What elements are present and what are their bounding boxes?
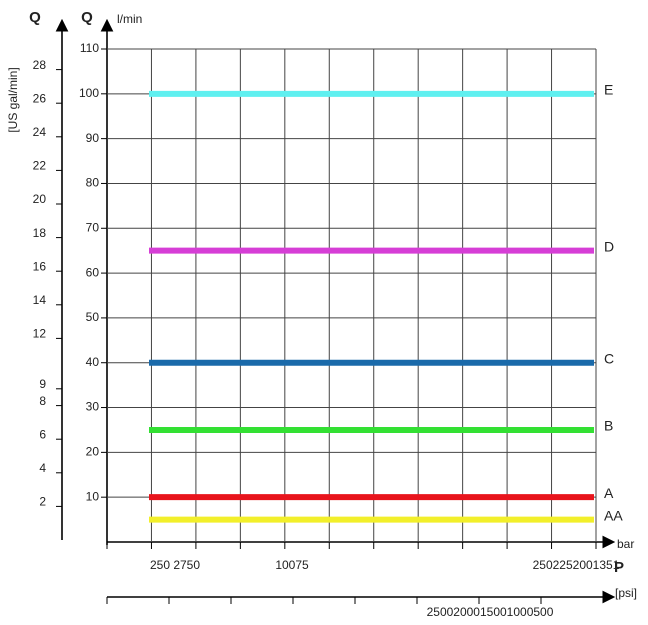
y2-tick-label: 22: [33, 159, 47, 173]
y2-tick-label: 16: [33, 259, 47, 273]
y2-tick-label: 8: [39, 394, 46, 408]
y2-tick-label: 20: [33, 192, 47, 206]
y2-tick-label: 6: [39, 427, 46, 441]
x-symbol: P: [614, 559, 624, 576]
y2-symbol: Q: [29, 9, 41, 26]
y-tick-label: 70: [86, 220, 100, 234]
y-symbol: Q: [81, 9, 93, 26]
y2-tick-label: 4: [39, 461, 46, 475]
y-tick-label: 50: [86, 310, 100, 324]
x-tick-label: 250 2750: [150, 558, 200, 572]
y2-tick-label: 24: [33, 125, 47, 139]
y2-tick-label: 9: [39, 377, 46, 391]
y-tick-label: 30: [86, 400, 100, 414]
y-unit: l/min: [117, 12, 142, 26]
y-tick-label: 100: [79, 86, 99, 100]
series-label: E: [604, 82, 613, 98]
y-tick-label: 90: [86, 131, 100, 145]
y2-tick-label: 12: [33, 327, 47, 341]
y-tick-label: 10: [86, 489, 100, 503]
y2-tick-label: 14: [33, 293, 47, 307]
x-tick-label: 2502252001351: [533, 558, 620, 572]
x-tick-label: 10075: [275, 558, 309, 572]
series-label: D: [604, 238, 614, 254]
y2-tick-label: 2: [39, 495, 46, 509]
series-label: B: [604, 418, 613, 434]
x2-tick-label: 2500200015001000500: [427, 605, 554, 619]
axes: [55, 18, 616, 604]
series-label: A: [604, 485, 614, 501]
y-tick-label: 40: [86, 355, 100, 369]
x-unit: bar: [617, 537, 634, 551]
series-label: AA: [604, 507, 623, 523]
y-tick-label: 110: [80, 41, 99, 55]
y-tick-label: 60: [86, 265, 100, 279]
series-label: C: [604, 350, 614, 366]
y-tick-label: 80: [86, 176, 100, 190]
x2-unit: [psi]: [615, 586, 637, 600]
y2-tick-label: 18: [33, 226, 47, 240]
y-tick-label: 20: [86, 445, 100, 459]
y2-tick-label: 26: [33, 91, 47, 105]
y2-tick-label: 28: [33, 58, 47, 72]
y2-unit: [US gal/min]: [6, 67, 20, 132]
